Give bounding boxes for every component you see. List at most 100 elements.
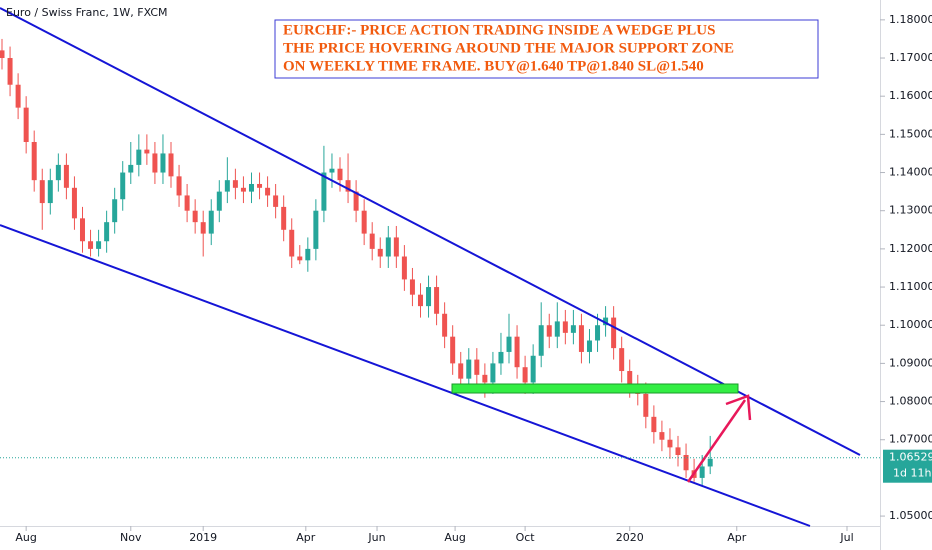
candle-body <box>385 237 391 257</box>
x-tick-label: Nov <box>120 531 142 544</box>
candle-body <box>47 180 53 204</box>
candle-body <box>426 287 432 307</box>
arrow-head <box>725 394 752 421</box>
candle-body <box>248 183 254 192</box>
candle-body <box>63 164 69 188</box>
candle-body <box>401 256 407 280</box>
y-tick-label: 1.08000 <box>889 395 932 408</box>
candle-body <box>707 458 713 467</box>
candle-body <box>603 317 609 326</box>
annotation-line: THE PRICE HOVERING AROUND THE MAJOR SUPP… <box>283 40 734 56</box>
y-tick-label: 1.09000 <box>889 356 932 369</box>
candle-body <box>273 195 279 207</box>
candle-body <box>546 325 552 337</box>
countdown-label: 1d 11h <box>893 467 931 480</box>
y-tick-label: 1.16000 <box>889 89 932 102</box>
x-tick-label: 2019 <box>189 531 217 544</box>
candle-body <box>55 164 61 181</box>
candle-body <box>434 287 440 314</box>
x-tick-label: 2020 <box>616 531 644 544</box>
candle-body <box>104 222 110 242</box>
candle-body <box>192 210 198 223</box>
annotation-box <box>274 19 819 79</box>
y-tick-label: 1.13000 <box>889 204 932 217</box>
candle-body <box>393 237 399 257</box>
candle-body <box>474 359 480 375</box>
candle-body <box>651 416 657 433</box>
y-tick-label: 1.11000 <box>889 280 932 293</box>
candle-body <box>578 325 584 352</box>
candle-body <box>611 317 617 349</box>
candle-body <box>675 447 681 456</box>
candle-body <box>216 191 222 211</box>
candle-body <box>152 153 158 173</box>
candle-body <box>31 141 37 181</box>
last-price-box <box>883 449 932 483</box>
candle-body <box>321 172 327 211</box>
candle-body <box>619 348 625 372</box>
wedge-upper-line <box>0 7 861 456</box>
candle-body <box>176 176 182 196</box>
candle-body <box>667 439 673 448</box>
last-price-label: 1.06529 <box>889 451 932 464</box>
y-tick-label: 1.05000 <box>889 509 932 522</box>
candle-body <box>160 153 166 173</box>
candle-body <box>562 321 568 333</box>
candle-body <box>297 256 303 261</box>
candle-body <box>466 359 472 379</box>
candle-body <box>490 363 496 383</box>
candle-body <box>168 153 174 177</box>
candle-body <box>224 180 230 192</box>
candle-body <box>699 466 705 478</box>
candle-body <box>369 233 375 249</box>
candle-body <box>458 363 464 379</box>
y-tick-label: 1.12000 <box>889 242 932 255</box>
candle-body <box>184 195 190 211</box>
x-tick-label: Oct <box>516 531 536 544</box>
candle-body <box>506 336 512 352</box>
y-tick-label: 1.10000 <box>889 318 932 331</box>
candle-body <box>570 325 576 333</box>
candle-body <box>289 229 295 257</box>
candle-body <box>522 367 528 383</box>
candle-body <box>144 149 150 154</box>
candle-body <box>353 191 359 211</box>
candle-body <box>200 222 206 234</box>
candle-body <box>514 336 520 368</box>
x-tick-label: Jul <box>839 531 853 544</box>
candle-body <box>112 199 118 223</box>
candle-body <box>79 218 85 242</box>
chart-title: Euro / Swiss Franc, 1W, FXCM <box>6 6 168 19</box>
candle-body <box>530 355 536 383</box>
candle-body <box>627 371 633 387</box>
candle-body <box>71 187 77 219</box>
candle-body <box>23 107 29 142</box>
annotation-line: ON WEEKLY TIME FRAME. BUY@1.640 TP@1.840… <box>283 58 704 74</box>
candle-body <box>39 180 45 204</box>
x-tick-label: Aug <box>444 531 465 544</box>
x-tick-label: Aug <box>15 531 36 544</box>
candle-body <box>120 172 126 200</box>
x-tick-label: Jun <box>367 531 385 544</box>
candle-body <box>409 279 415 295</box>
candle-body <box>0 50 5 59</box>
candle-body <box>208 210 214 234</box>
candle-body <box>482 374 488 383</box>
candle-body <box>643 393 649 417</box>
candle-body <box>595 325 601 341</box>
y-tick-label: 1.14000 <box>889 166 932 179</box>
candle-body <box>313 210 319 249</box>
candle-body <box>659 432 665 440</box>
candle-body <box>586 340 592 352</box>
candle-body <box>257 183 263 188</box>
candle-body <box>305 248 311 261</box>
y-tick-label: 1.17000 <box>889 51 932 64</box>
support-zone <box>451 383 739 394</box>
candle-body <box>345 180 351 192</box>
arrow-shaft <box>686 399 747 483</box>
candle-body <box>337 168 343 181</box>
candle-body <box>498 351 504 364</box>
x-tick-label: Apr <box>296 531 316 544</box>
